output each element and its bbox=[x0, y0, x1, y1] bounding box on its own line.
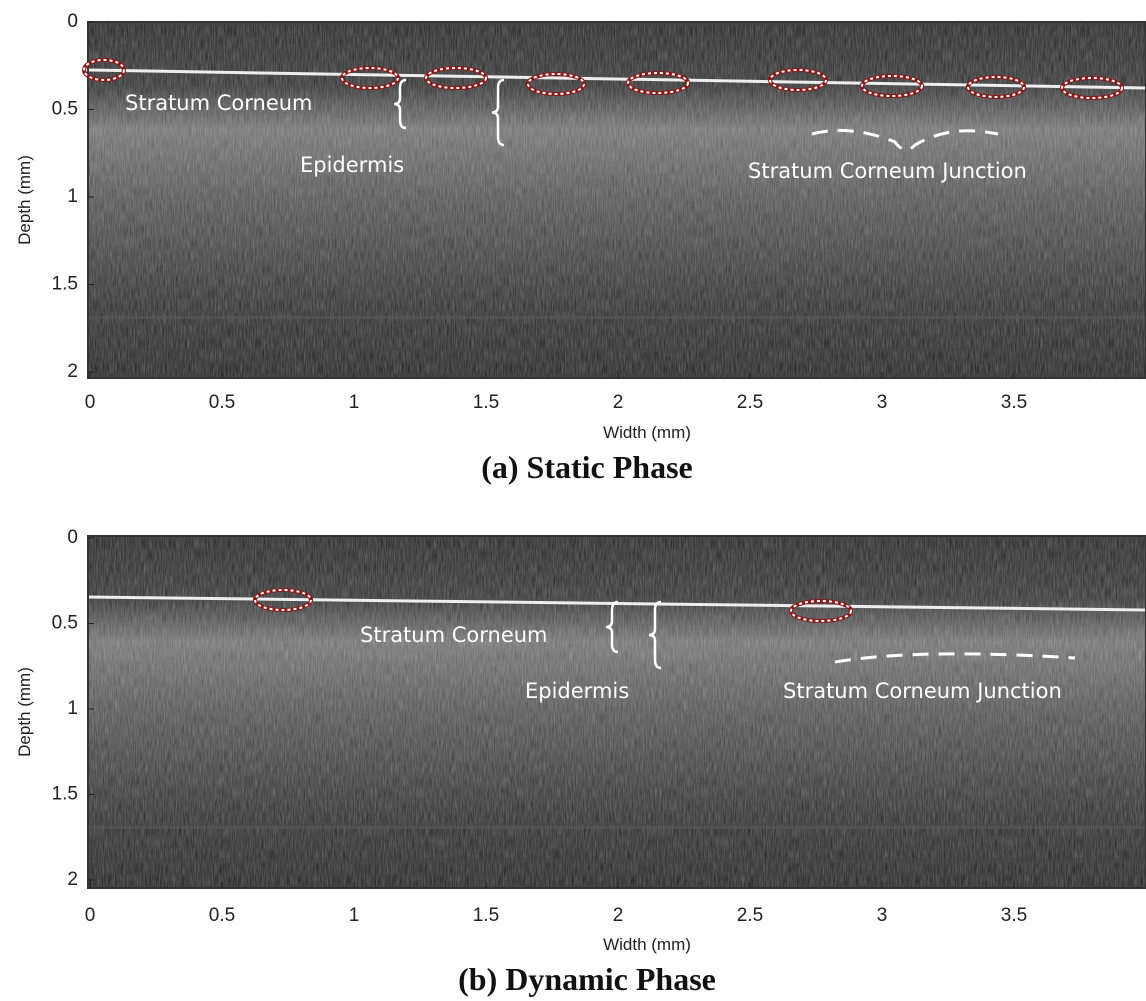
marker-inner bbox=[254, 589, 312, 611]
brace bbox=[393, 78, 407, 130]
annotation: Stratum Corneum Junction bbox=[748, 159, 1027, 183]
x-tick-label: 3.5 bbox=[1001, 905, 1027, 926]
x-tick-label: 2 bbox=[613, 905, 624, 926]
y-tick-label: 2 bbox=[67, 869, 78, 890]
y-tick-label: 1 bbox=[67, 698, 78, 719]
x-tick-label: 0 bbox=[85, 905, 96, 926]
x-tick-label: 3 bbox=[877, 392, 888, 413]
x-tick-label: 3 bbox=[877, 905, 888, 926]
y-tick-label: 1.5 bbox=[52, 784, 78, 805]
y-tick-label: 1 bbox=[67, 186, 78, 207]
image-band bbox=[88, 316, 1146, 319]
image-band bbox=[88, 348, 1146, 350]
x-tick-label: 3.5 bbox=[1001, 392, 1027, 413]
marker-inner bbox=[627, 72, 689, 94]
x-tick-label: 2 bbox=[613, 392, 624, 413]
marker-inner bbox=[967, 76, 1025, 98]
panel-title: (a) Static Phase bbox=[481, 449, 693, 485]
x-tick-label: 2.5 bbox=[737, 905, 763, 926]
y-tick-label: 0.5 bbox=[52, 613, 78, 634]
x-tick-label: 0.5 bbox=[209, 392, 235, 413]
x-tick-label: 0.5 bbox=[209, 905, 235, 926]
marker-inner bbox=[1061, 77, 1123, 99]
junction-line bbox=[811, 128, 999, 152]
marker-inner bbox=[790, 600, 852, 622]
image-border bbox=[87, 21, 1146, 379]
y-tick-label: 0 bbox=[67, 527, 78, 548]
y-tick-label: 1.5 bbox=[52, 274, 78, 295]
brace bbox=[491, 78, 505, 147]
x-tick-label: 1 bbox=[349, 392, 360, 413]
panel-title: (b) Dynamic Phase bbox=[458, 961, 716, 997]
x-tick-label: 1.5 bbox=[473, 392, 499, 413]
marker-inner bbox=[83, 59, 125, 81]
annotation: Stratum Corneum bbox=[125, 91, 313, 115]
brace bbox=[648, 600, 662, 670]
marker-inner bbox=[769, 69, 827, 91]
marker-inner bbox=[341, 67, 399, 89]
image-border bbox=[87, 535, 1146, 889]
marker-inner bbox=[861, 75, 923, 97]
oct-image bbox=[87, 21, 1146, 379]
y-axis-label: Depth (mm) bbox=[15, 155, 34, 245]
y-tick-label: 0 bbox=[67, 11, 78, 32]
image-band bbox=[88, 826, 1146, 829]
x-tick-label: 1 bbox=[349, 905, 360, 926]
image-band bbox=[88, 858, 1146, 860]
annotation: Stratum Corneum bbox=[360, 623, 548, 647]
y-tick-label: 0.5 bbox=[52, 99, 78, 120]
marker-inner bbox=[425, 67, 487, 89]
y-tick-label: 2 bbox=[67, 361, 78, 382]
marker-inner bbox=[527, 73, 585, 95]
annotation: Epidermis bbox=[525, 679, 629, 703]
annotation: Epidermis bbox=[300, 153, 404, 177]
annotation: Stratum Corneum Junction bbox=[783, 679, 1062, 703]
x-tick-label: 2.5 bbox=[737, 392, 763, 413]
x-tick-label: 0 bbox=[85, 392, 96, 413]
x-axis-label: Width (mm) bbox=[603, 935, 691, 954]
oct-image bbox=[87, 535, 1146, 889]
surface-line bbox=[87, 595, 1146, 612]
image-noise bbox=[88, 22, 1146, 378]
x-axis-label: Width (mm) bbox=[603, 423, 691, 442]
image-noise bbox=[88, 536, 1146, 888]
x-tick-label: 1.5 bbox=[473, 905, 499, 926]
y-axis-label: Depth (mm) bbox=[15, 667, 34, 757]
brace bbox=[605, 600, 619, 654]
